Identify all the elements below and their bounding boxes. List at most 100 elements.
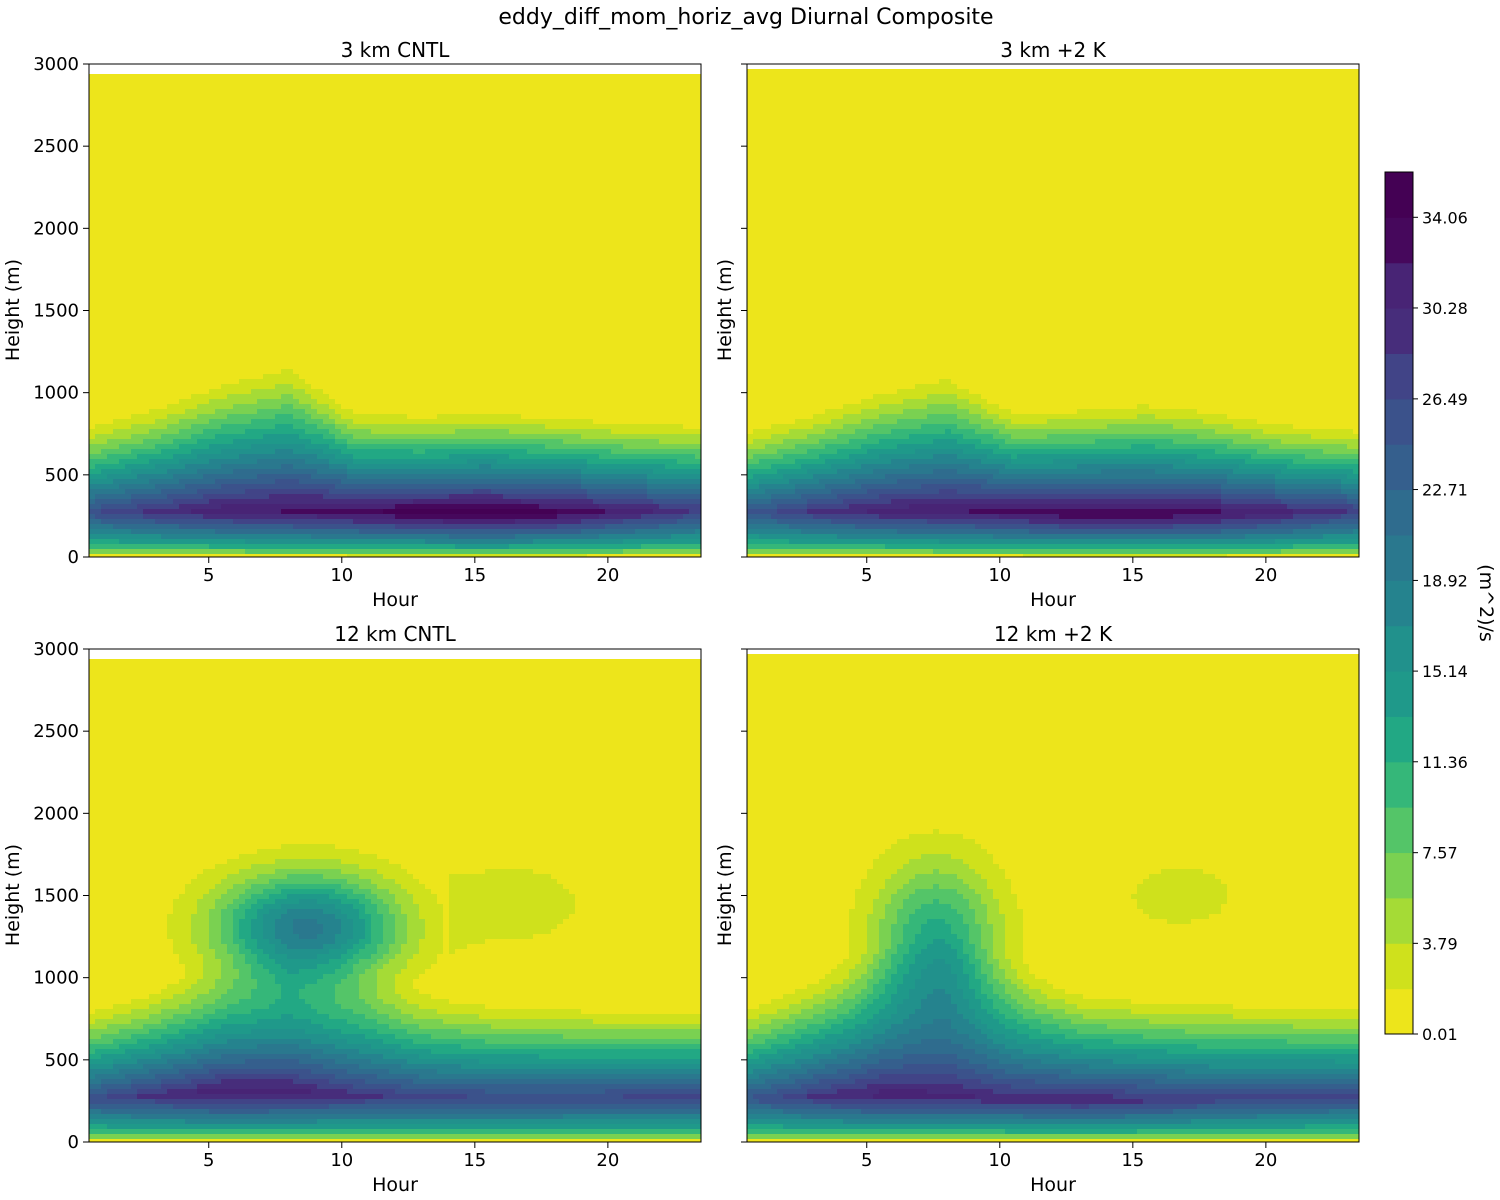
contour-cell <box>695 179 701 185</box>
contour-cell <box>509 194 516 200</box>
contour-cell <box>161 304 168 310</box>
contour-cell <box>485 74 492 80</box>
contour-cell <box>587 124 594 130</box>
contour-cell <box>245 274 252 280</box>
contour-cell <box>323 204 330 210</box>
contour-cell <box>533 119 540 125</box>
contour-cell <box>107 99 114 105</box>
contour-cell <box>407 254 414 260</box>
contour-cell <box>563 164 570 170</box>
contour-cell <box>245 94 252 100</box>
contour-cell <box>683 299 690 305</box>
contour-cell <box>341 119 348 125</box>
contour-cell <box>551 279 558 285</box>
contour-cell <box>371 189 378 195</box>
contour-cell <box>167 284 174 290</box>
contour-cell <box>407 209 414 215</box>
contour-cell <box>677 244 684 250</box>
contour-cell <box>335 209 342 215</box>
contour-cell <box>215 139 222 145</box>
contour-cell <box>155 154 162 160</box>
contour-cell <box>347 219 354 225</box>
contour-cell <box>329 179 336 185</box>
contour-cell <box>209 114 216 120</box>
contour-cell <box>653 219 660 225</box>
contour-cell <box>557 194 564 200</box>
contour-cell <box>209 149 216 155</box>
contour-cell <box>497 264 504 270</box>
contour-cell <box>527 109 534 115</box>
contour-cell <box>179 164 186 170</box>
contour-cell <box>317 279 324 285</box>
contour-cell <box>221 174 228 180</box>
contour-cell <box>245 229 252 235</box>
contour-cell <box>515 94 522 100</box>
contour-cell <box>539 69 546 75</box>
contour-cell <box>629 104 636 110</box>
contour-cell <box>323 184 330 190</box>
contour-cell <box>173 244 180 250</box>
contour-cell <box>137 79 144 85</box>
contour-cell <box>185 79 192 85</box>
contour-cell <box>311 249 318 255</box>
contour-cell <box>149 109 156 115</box>
contour-cell <box>329 214 336 220</box>
contour-cell <box>329 139 336 145</box>
contour-cell <box>665 164 672 170</box>
contour-cell <box>449 199 456 205</box>
contour-cell <box>545 289 552 295</box>
contour-cell <box>305 109 312 115</box>
contour-cell <box>371 74 378 80</box>
contour-cell <box>503 79 510 85</box>
contour-cell <box>287 139 294 145</box>
contour-cell <box>155 244 162 250</box>
contour-cell <box>485 69 492 75</box>
contour-cell <box>479 234 486 240</box>
contour-cell <box>515 214 522 220</box>
contour-cell <box>137 64 144 70</box>
contour-cell <box>359 299 366 305</box>
contour-cell <box>665 199 672 205</box>
contour-cell <box>671 99 678 105</box>
contour-cell <box>107 119 114 125</box>
contour-cell <box>179 124 186 130</box>
contour-cell <box>203 94 210 100</box>
contour-cell <box>305 99 312 105</box>
contour-cell <box>329 169 336 175</box>
contour-cell <box>599 64 606 70</box>
contour-cell <box>563 244 570 250</box>
contour-cell <box>293 179 300 185</box>
contour-cell <box>641 84 648 90</box>
contour-cell <box>401 214 408 220</box>
contour-cell <box>509 259 516 265</box>
contour-cell <box>521 304 528 310</box>
contour-cell <box>101 304 108 310</box>
contour-cell <box>503 269 510 275</box>
contour-cell <box>347 104 354 110</box>
contour-cell <box>659 234 666 240</box>
contour-cell <box>383 244 390 250</box>
contour-cell <box>599 239 606 245</box>
contour-cell <box>119 69 126 75</box>
contour-cell <box>281 64 288 70</box>
contour-cell <box>521 299 528 305</box>
contour-cell <box>479 284 486 290</box>
contour-cell <box>293 219 300 225</box>
contour-cell <box>461 229 468 235</box>
contour-cell <box>191 74 198 80</box>
contour-cell <box>167 164 174 170</box>
contour-cell <box>461 69 468 75</box>
contour-cell <box>647 174 654 180</box>
contour-cell <box>137 194 144 200</box>
contour-cell <box>635 139 642 145</box>
contour-cell <box>527 214 534 220</box>
contour-cell <box>647 164 654 170</box>
contour-cell <box>587 154 594 160</box>
contour-cell <box>473 304 480 310</box>
contour-cell <box>107 114 114 120</box>
contour-cell <box>209 244 216 250</box>
contour-cell <box>143 294 150 300</box>
contour-cell <box>179 259 186 265</box>
contour-cell <box>449 169 456 175</box>
contour-cell <box>155 74 162 80</box>
